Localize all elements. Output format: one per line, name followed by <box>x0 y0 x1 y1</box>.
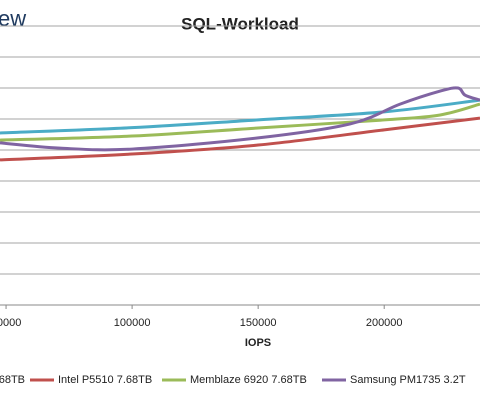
series-line <box>0 86 480 152</box>
chart-title: SQL-Workload <box>181 14 299 33</box>
series-line <box>0 116 480 162</box>
legend-label: Memblaze 6920 7.68TB <box>190 374 307 386</box>
x-axis-label: IOPS <box>245 337 271 349</box>
x-tick-label: 50000 <box>0 317 21 329</box>
legend-label: Samsung PM1735 3.2T <box>350 374 466 386</box>
logo: ew <box>0 6 26 31</box>
x-tick-label: 150000 <box>240 317 277 329</box>
series-line <box>0 98 480 135</box>
x-tick-label: 100000 <box>114 317 151 329</box>
legend-label: 68TB <box>0 374 25 386</box>
x-tick-label: 200000 <box>366 317 403 329</box>
legend-label: Intel P5510 7.68TB <box>58 374 152 386</box>
series-line <box>0 102 480 142</box>
